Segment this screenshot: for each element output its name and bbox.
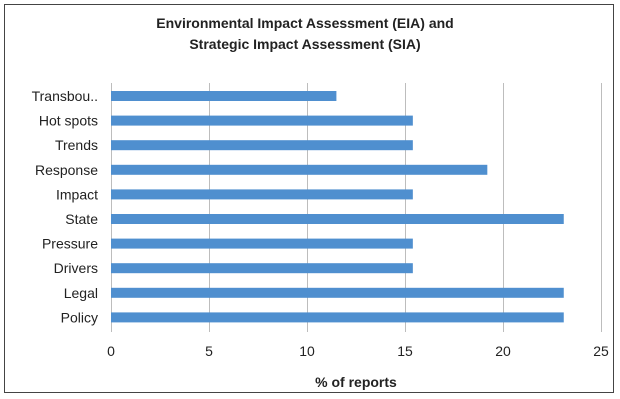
bar-trends: [111, 140, 413, 151]
x-tick-label: 20: [495, 343, 511, 359]
x-tick-label: 0: [107, 343, 115, 359]
x-tick-label: 15: [397, 343, 413, 359]
chart: Environmental Impact Assessment (EIA) an…: [32, 15, 609, 390]
bar-legal: [111, 287, 564, 298]
chart-frame: Environmental Impact Assessment (EIA) an…: [4, 4, 614, 393]
category-label: Legal: [64, 285, 98, 301]
x-tick-label: 5: [205, 343, 213, 359]
x-tick-label: 25: [593, 343, 609, 359]
bar-state: [111, 214, 564, 224]
x-tick-label: 10: [299, 343, 315, 359]
chart-title-line-2: Strategic Impact Assessment (SIA): [189, 36, 420, 52]
category-label: Trends: [55, 137, 98, 153]
category-label: Hot spots: [39, 113, 98, 129]
bars: [111, 91, 564, 323]
category-label: Response: [35, 162, 98, 178]
category-label: Transbou..: [32, 88, 98, 104]
chart-title-line-1: Environmental Impact Assessment (EIA) an…: [156, 15, 453, 31]
bar-pressure: [111, 238, 413, 249]
bar-policy: [111, 312, 564, 323]
bar-drivers: [111, 263, 413, 274]
bar-response: [111, 164, 488, 175]
category-label: Policy: [61, 309, 98, 325]
bar-transbou: [111, 91, 337, 101]
bar-impact: [111, 189, 413, 200]
x-tick-labels: 0 5 10 15 20 25: [107, 343, 609, 359]
category-label: Drivers: [54, 260, 98, 276]
x-axis-title: % of reports: [315, 374, 397, 390]
category-label: State: [65, 211, 98, 227]
category-labels: Transbou.. Hot spots Trends Response Impact S…: [32, 88, 99, 325]
category-label: Impact: [56, 186, 98, 202]
category-label: Pressure: [42, 236, 98, 252]
bar-hot-spots: [111, 115, 413, 126]
